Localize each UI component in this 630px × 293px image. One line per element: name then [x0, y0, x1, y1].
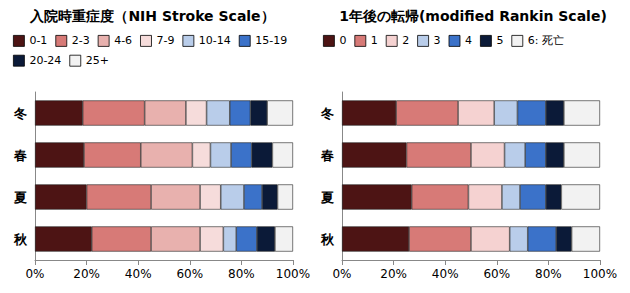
svg-text:夏: 夏 [13, 190, 27, 205]
svg-text:40%: 40% [432, 267, 459, 281]
svg-text:2: 2 [402, 34, 409, 47]
svg-text:秋: 秋 [13, 232, 28, 247]
svg-text:冬: 冬 [320, 106, 334, 121]
svg-text:0: 0 [339, 34, 346, 47]
svg-text:4-6: 4-6 [114, 34, 132, 47]
svg-text:0-1: 0-1 [29, 34, 47, 47]
svg-text:20%: 20% [380, 267, 407, 281]
svg-text:1: 1 [371, 34, 378, 47]
svg-text:80%: 80% [535, 267, 562, 281]
svg-text:10-14: 10-14 [199, 34, 231, 47]
svg-text:4: 4 [465, 34, 472, 47]
svg-text:夏: 夏 [320, 190, 334, 205]
svg-text:40%: 40% [125, 267, 152, 281]
svg-text:2-3: 2-3 [72, 34, 90, 47]
svg-text:春: 春 [320, 148, 334, 163]
svg-text:20%: 20% [73, 267, 100, 281]
svg-text:15-19: 15-19 [255, 34, 287, 47]
svg-text:冬: 冬 [13, 106, 27, 121]
svg-text:入院時重症度（NIH Stroke Scale）: 入院時重症度（NIH Stroke Scale） [29, 8, 274, 24]
svg-text:25+: 25+ [86, 54, 109, 67]
svg-text:秋: 秋 [320, 232, 335, 247]
svg-text:5: 5 [496, 34, 503, 47]
svg-text:60%: 60% [176, 267, 203, 281]
svg-text:0%: 0% [332, 267, 351, 281]
svg-text:100%: 100% [583, 267, 617, 281]
svg-text:100%: 100% [276, 267, 310, 281]
svg-text:春: 春 [13, 148, 27, 163]
svg-text:80%: 80% [228, 267, 255, 281]
svg-text:60%: 60% [483, 267, 510, 281]
svg-text:3: 3 [434, 34, 441, 47]
svg-text:6: 死亡: 6: 死亡 [528, 34, 564, 47]
svg-text:0%: 0% [25, 267, 44, 281]
svg-text:20-24: 20-24 [29, 54, 61, 67]
svg-text:1年後の転帰(modified Rankin Scale): 1年後の転帰(modified Rankin Scale) [339, 8, 607, 24]
svg-text:7-9: 7-9 [156, 34, 174, 47]
